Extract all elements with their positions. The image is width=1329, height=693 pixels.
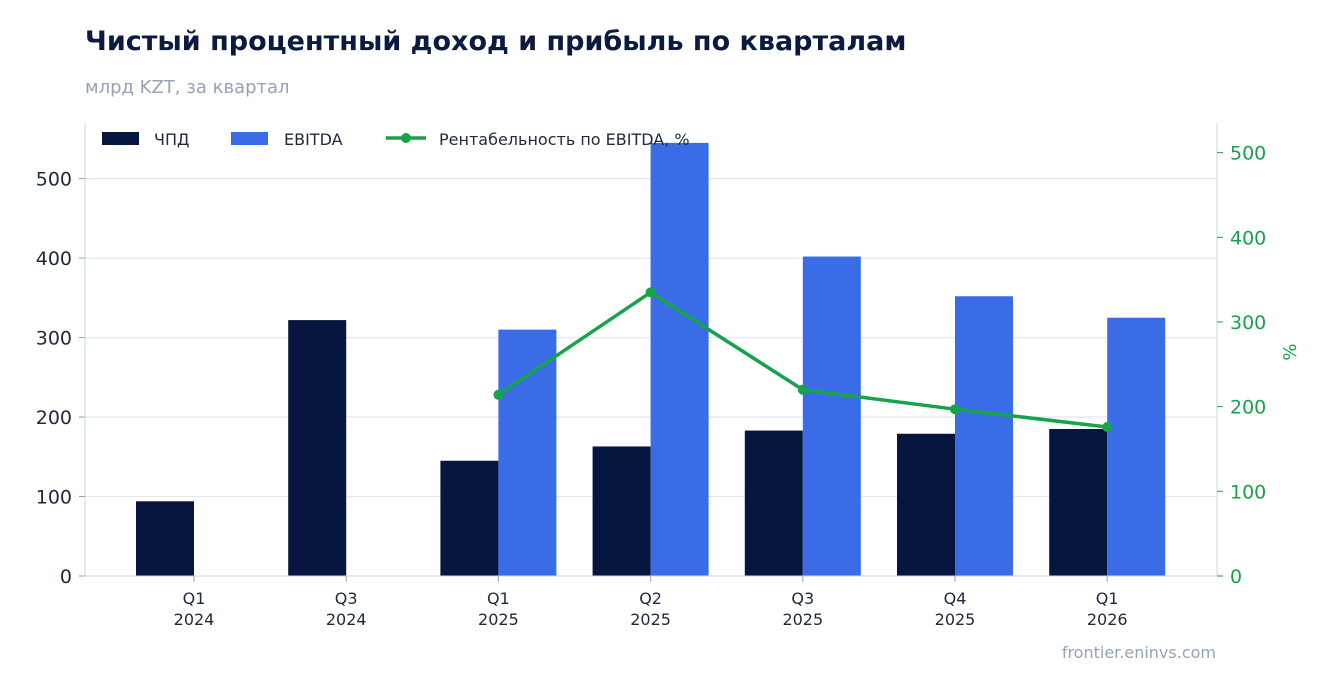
legend-swatch-npd [102,132,139,145]
left-tick-label: 0 [60,566,72,588]
right-tick-label: 400 [1230,227,1266,249]
legend: ЧПД EBITDA Рентабельность по EBITDA, % [102,130,690,149]
margin-line [493,287,1113,432]
x-tick-label-year: 2025 [478,610,519,629]
x-tick-label-quarter: Q4 [944,589,967,608]
margin-point [1102,421,1113,432]
bar-ebitda [498,329,557,576]
x-tick-label-year: 2025 [630,610,671,629]
margin-point [950,404,960,415]
legend-marker-margin [401,133,411,143]
bar-npd [440,460,499,576]
source-label: frontier.eninvs.com [1061,643,1216,662]
right-tick-label: 500 [1230,143,1266,165]
left-tick-label: 500 [36,169,72,191]
bar-npd [136,501,194,576]
right-tick-label: 0 [1230,566,1242,588]
bars [136,142,1166,577]
chart-title: Чистый процентный доход и прибыль по ква… [85,26,907,57]
margin-point [797,384,808,395]
bar-npd [897,433,955,576]
legend-label-margin: Рентабельность по EBITDA, % [439,130,690,149]
x-tick-label-year: 2024 [174,610,215,629]
bar-npd [592,446,651,576]
right-axis-ticks: 0 100 200 300 400 500 [1217,143,1266,588]
margin-point [645,287,656,298]
x-tick-label-quarter: Q1 [1096,589,1119,608]
x-tick-label-quarter: Q1 [487,589,510,608]
left-tick-label: 300 [36,328,72,350]
legend-label-ebitda: EBITDA [284,130,343,149]
right-tick-label: 300 [1230,312,1266,334]
bar-npd [1049,428,1108,576]
x-tick-label-year: 2025 [782,610,823,629]
x-tick-label-quarter: Q2 [639,589,662,608]
chart-subtitle: млрд KZT, за квартал [85,77,290,98]
x-tick-label-quarter: Q1 [183,589,206,608]
x-tick-label-quarter: Q3 [791,589,814,608]
x-tick-label-year: 2026 [1087,610,1128,629]
legend-swatch-ebitda [231,132,268,145]
right-axis-label: % [1280,343,1301,360]
left-tick-label: 200 [36,407,72,429]
left-tick-label: 100 [36,487,72,509]
legend-label-npd: ЧПД [154,130,190,149]
bar-ebitda [802,256,861,576]
right-tick-label: 200 [1230,397,1266,419]
x-tick-label-quarter: Q3 [335,589,358,608]
bar-npd [744,430,803,576]
bar-npd [288,320,347,576]
bar-ebitda [1107,317,1166,576]
margin-line-path [497,290,1108,429]
x-axis-ticks: Q1 2024 Q3 2024 Q1 2025 Q2 2025 Q3 2025 Q4 2025 Q1 20… [174,576,1128,629]
right-tick-label: 100 [1230,481,1266,503]
x-tick-label-year: 2024 [326,610,367,629]
margin-point [493,389,504,400]
bar-ebitda [955,296,1013,576]
left-tick-label: 400 [36,248,72,270]
bar-ebitda [650,142,709,577]
x-tick-label-year: 2025 [935,610,976,629]
left-axis-ticks: 0 100 200 300 400 500 [36,169,85,588]
